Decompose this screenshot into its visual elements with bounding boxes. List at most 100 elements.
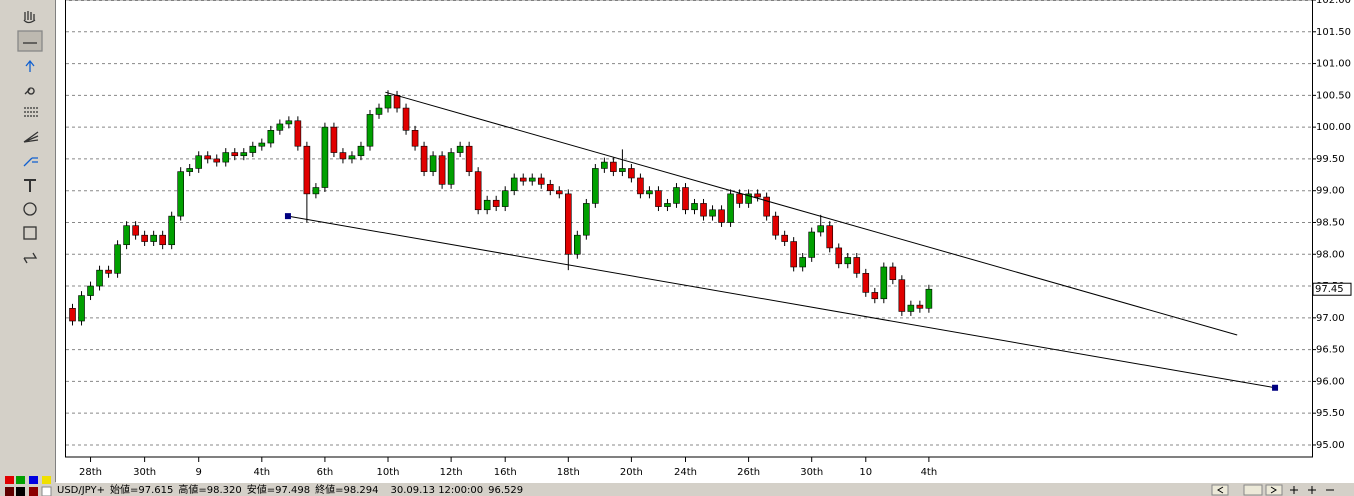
candle-body [420,145,428,172]
color-swatch[interactable] [42,476,51,484]
y-tick-label: 95.50 [1316,408,1345,419]
candle-body [916,304,924,309]
candle-body [411,130,419,147]
x-tick-label: 6th [317,467,334,478]
candle-body [700,203,707,217]
candle-body [808,231,815,258]
other-tool[interactable] [23,252,38,264]
candle-body [727,193,734,223]
candle-body [655,190,662,207]
scroll-controls[interactable] [1211,484,1334,496]
candle-body [772,215,779,236]
cycle-tool[interactable] [23,202,37,216]
zoom-tool[interactable] [24,87,35,95]
candle-body [853,257,861,274]
status-text: USD/JPY+ 始値=97.615 高値=98.320 安値=97.498 終値=98… [57,483,523,496]
color-swatch[interactable] [16,487,25,496]
scroll-thumb[interactable] [1243,484,1263,496]
color-swatch[interactable] [29,476,38,484]
fibo-tool[interactable] [24,107,38,117]
calc-tool[interactable] [23,226,37,240]
candle-body [583,203,590,236]
candle-body [231,152,239,157]
candle-body [321,126,329,188]
candle-body [303,145,311,195]
candle-body [673,187,680,204]
text-tool[interactable] [24,179,36,192]
y-tick-label: 99.50 [1316,154,1345,165]
candle-body [375,107,383,115]
candle-body [474,171,482,211]
candle-body [501,190,509,207]
candle-body [790,241,797,268]
candle-body [402,107,410,131]
status-item: USD/JPY+ [57,485,105,496]
scroll-right[interactable] [1265,484,1283,496]
channel-tool[interactable] [23,157,38,167]
arrow-tool[interactable] [25,59,35,72]
candle-body [528,177,536,182]
candle-body [844,257,852,265]
candle-body [546,184,554,191]
candle-body [610,161,617,172]
candle-body [592,168,599,204]
x-tick-label: 9 [196,467,202,478]
candle-body [330,126,338,153]
scroll-icons [1217,486,1334,494]
candle-body [222,152,230,163]
line-tool[interactable] [17,30,43,52]
x-tick-label: 10 [859,467,872,478]
x-tick-label: 16th [494,467,517,478]
candle-body [763,196,770,217]
candle-body [799,257,806,268]
x-tick-label: 20th [620,467,643,478]
candle-body [87,285,94,296]
y-tick-label: 98.50 [1316,217,1345,228]
x-tick-label: 18th [557,467,580,478]
last-price-box [1312,282,1352,296]
y-tick-label: 98.00 [1316,249,1345,260]
color-swatch[interactable] [29,487,38,496]
candle-body [132,225,139,236]
y-tick-label: 101.00 [1316,59,1351,70]
candle-body [835,247,843,265]
candle-body [204,155,212,160]
candle-body [465,145,473,172]
color-swatch[interactable] [41,486,52,496]
candle-body [438,155,446,185]
status-bar [56,483,1354,496]
candle-body [601,161,608,169]
candle-body [195,155,203,169]
fan-tool[interactable] [23,131,39,143]
candle-body [664,203,671,207]
candle-body [213,158,221,163]
x-tick-label: 24th [674,467,697,478]
hand-tool[interactable] [23,11,36,24]
trendline-handle [1272,384,1279,391]
candle-body [258,142,266,147]
scroll-left[interactable] [1211,484,1229,496]
candle-body [69,307,76,322]
color-swatch[interactable] [5,487,14,496]
candle-body [736,193,743,204]
last-price-label: 97.45 [1315,284,1344,295]
candle-body [159,234,166,246]
candle-body [168,215,175,246]
tool-icons[interactable] [17,11,43,264]
candle-body [312,187,320,195]
candle-body [745,193,752,204]
candle-body [339,152,347,160]
candle-body [555,190,563,195]
candle-body [384,95,392,109]
candle-body [565,193,572,255]
candle-body [718,209,725,223]
candle-body [456,145,464,153]
candle-body [880,266,888,300]
candle-body [646,190,653,195]
candle-body [619,168,626,172]
candle-body [510,177,518,191]
color-swatch[interactable] [16,476,25,484]
color-swatch[interactable] [5,476,14,484]
y-tick-label: 100.50 [1316,90,1351,101]
